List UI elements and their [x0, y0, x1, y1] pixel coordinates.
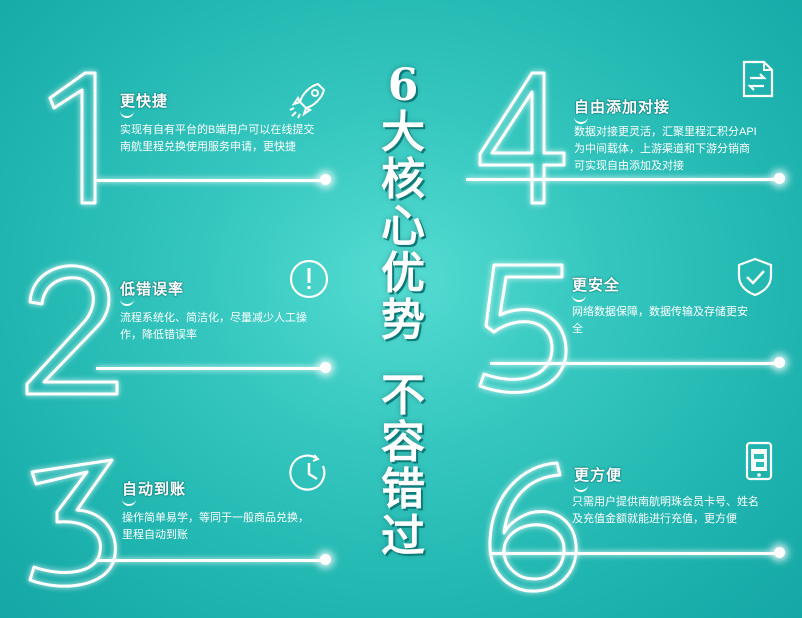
big-number-1	[40, 68, 140, 208]
divider-line-6	[490, 552, 776, 555]
big-number-2	[22, 262, 122, 402]
document-swap-icon	[736, 58, 778, 100]
item-title-3: 自动到账	[122, 481, 187, 498]
headline-char: 大	[381, 107, 425, 158]
item-desc-2: 流程系统化、简洁化，尽量减少人工操作，降低错误率	[120, 312, 307, 341]
line-end-dot-3	[320, 554, 331, 565]
clock-icon	[288, 452, 330, 494]
phone-icon	[738, 440, 780, 482]
headline-char: 优	[381, 248, 425, 299]
item-title-6: 更方便	[574, 467, 623, 484]
headline-char: 核	[381, 154, 425, 205]
big-number-3	[22, 452, 122, 592]
item-title-1: 更快捷	[120, 93, 169, 110]
item-desc-5: 网络数据保障，数据传输及存储更安全	[572, 306, 748, 335]
line-end-dot-6	[774, 547, 785, 558]
headline-char: 心	[381, 201, 425, 252]
divider-line-3	[96, 559, 322, 562]
title-underline-5	[572, 294, 586, 302]
big-number-4	[472, 68, 572, 208]
item-desc-3: 操作简单易学，等同于一般商品兑换，里程自动到账	[122, 512, 309, 541]
title-underline-4	[574, 116, 588, 124]
divider-line-5	[490, 362, 776, 365]
item-title-2: 低错误率	[120, 281, 185, 298]
headline-char: 不	[381, 370, 425, 421]
item-desc-1: 实现有自有平台的B端用户可以在线提交南航里程兑换使用服务申请，更快捷	[120, 124, 315, 153]
headline-char: 错	[381, 464, 425, 515]
item-title-4: 自由添加对接	[574, 99, 671, 116]
headline-char: 容	[381, 417, 425, 468]
title-underline-2	[120, 298, 134, 306]
headline-vertical: 6 大 核 心 优 势 不 容 错 过	[372, 62, 434, 560]
item-title-5: 更安全	[572, 277, 621, 294]
title-underline-3	[122, 498, 136, 506]
divider-line-4	[466, 178, 776, 181]
line-end-dot-5	[774, 357, 785, 368]
title-underline-6	[574, 484, 588, 492]
exclamation-circle-icon	[288, 258, 330, 300]
big-number-6	[482, 455, 582, 595]
shield-check-icon	[734, 256, 776, 298]
divider-line-2	[96, 367, 322, 370]
line-end-dot-2	[320, 362, 331, 373]
big-number-5	[472, 260, 572, 400]
headline-char: 过	[381, 511, 425, 562]
line-end-dot-4	[774, 173, 785, 184]
item-desc-4: 数据对接更灵活，汇聚里程汇积分API为中间载体，上游渠道和下游分销商可实现自由添…	[574, 126, 757, 172]
divider-line-1	[96, 179, 322, 182]
title-underline-1	[120, 110, 134, 118]
rocket-icon	[288, 78, 330, 120]
item-desc-6: 只需用户提供南航明珠会员卡号、姓名及充值金额就能进行充值，更方便	[572, 496, 759, 525]
headline-char: 势	[381, 295, 425, 346]
headline-char: 6	[387, 60, 419, 111]
line-end-dot-1	[320, 174, 331, 185]
